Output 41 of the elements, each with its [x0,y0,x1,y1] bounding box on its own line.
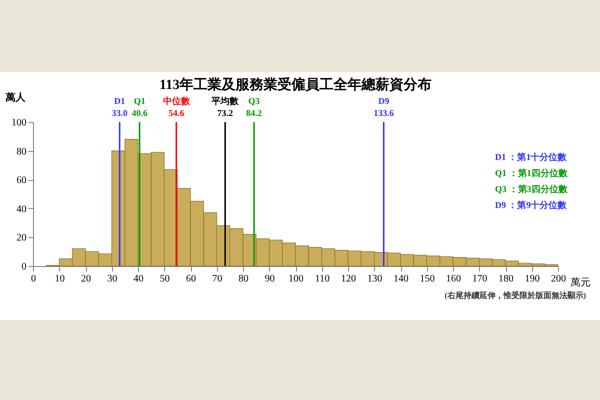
ref-line-label: Q3 84.2 [246,96,262,118]
x-tick-label: 100 [288,274,304,284]
x-tick-label: 80 [238,274,248,284]
x-tick-label: 130 [367,274,382,284]
x-tick-label: 140 [394,274,408,284]
x-tick-label: 60 [186,274,196,284]
y-axis-title: 萬人 [4,92,26,104]
x-tick-label: 190 [524,274,540,284]
chart-title: 113年工業及服務業受僱員工全年總薪資分布 [159,77,432,93]
annotation: Q1 ：第1四分位數 [495,168,568,178]
x-tick-label: 110 [314,274,330,284]
x-tick-label: 120 [341,274,356,284]
ref-line-label: 平均數 73.2 [210,96,240,118]
y-tick-label: 20 [16,232,26,244]
y-tick-label: 100 [12,118,26,128]
annotation: D9 ：第9十分位數 [495,200,568,210]
x-tick-label: 50 [160,274,170,284]
x-tick-label: 90 [264,274,275,284]
x-tick-label: 180 [498,274,514,284]
x-tick-label: 40 [134,274,144,284]
x-axis-title: 萬元 [570,276,590,288]
x-tick-label: 0 [31,274,36,284]
y-tick-label: 0 [22,262,26,272]
y-tick-label: 60 [16,175,26,186]
x-tick-label: 170 [472,274,488,284]
x-tick-label: 30 [107,274,118,284]
ref-line-label: 中位數 54.6 [162,96,191,118]
text: (右尾持續延伸，惟受限於版面無法顯示) [444,291,586,300]
x-tick-label: 160 [446,274,461,284]
x-tick-label: 150 [420,274,435,284]
x-tick-label: 20 [81,274,91,284]
x-tick-label: 70 [212,274,222,284]
ref-line-label: D9 133.6 [374,96,394,118]
ref-line-label: Q1 40.6 [132,96,148,118]
y-tick-label: 80 [16,146,26,158]
x-tick-label: 10 [54,274,65,284]
annotation: D1 ：第1十分位數 [495,152,568,162]
x-tick-label: 200 [551,274,566,284]
annotation: Q3 ：第3四分位數 [495,184,568,194]
y-tick-label: 40 [16,204,26,215]
ref-line-label: D1 33.0 [112,96,128,118]
